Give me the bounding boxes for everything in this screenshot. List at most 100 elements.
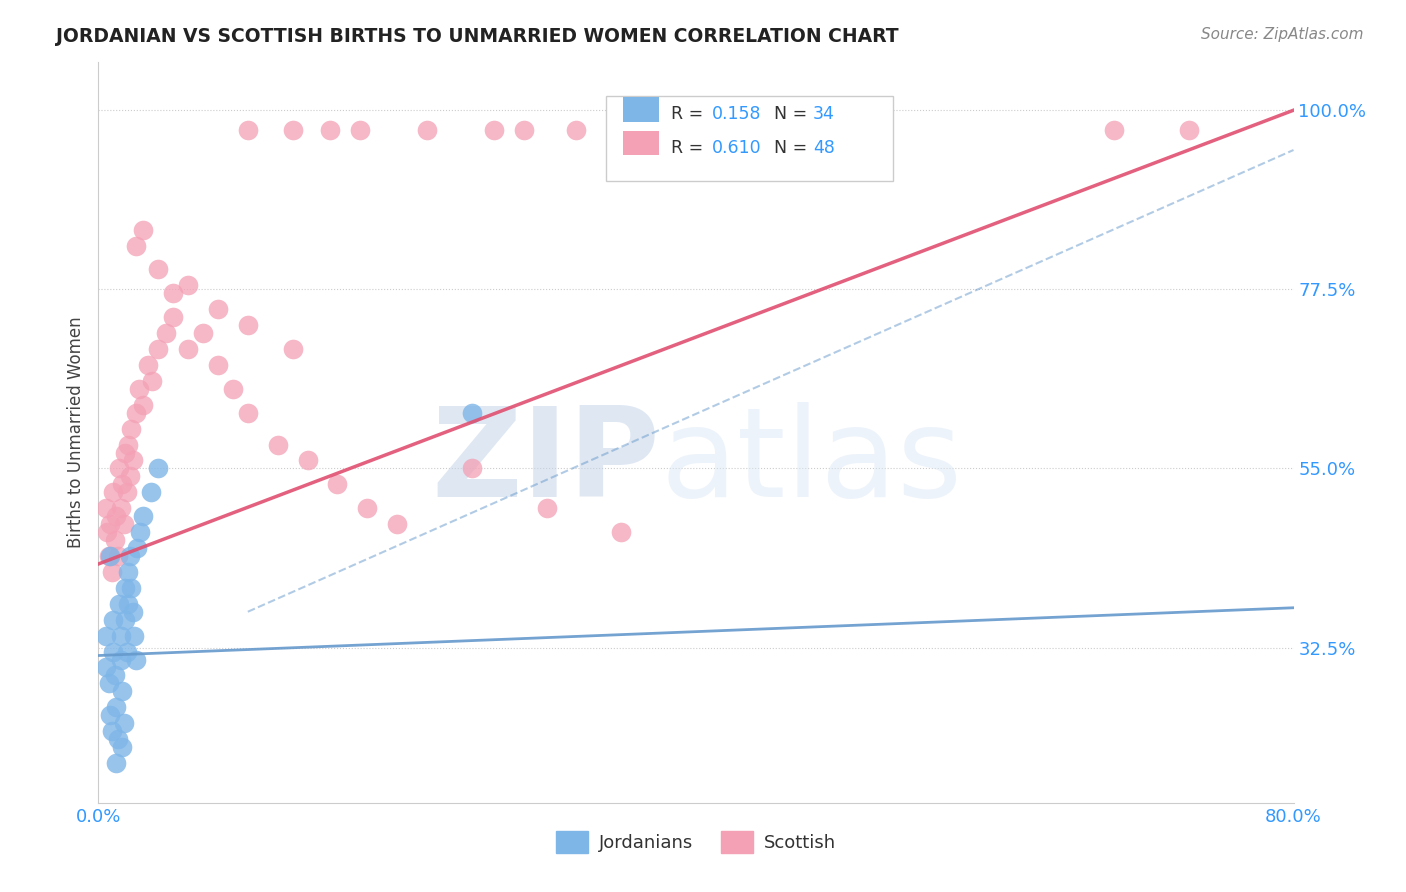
Point xyxy=(236,318,259,333)
Text: Source: ZipAtlas.com: Source: ZipAtlas.com xyxy=(1201,27,1364,42)
Point xyxy=(132,509,155,524)
Text: 48: 48 xyxy=(813,138,835,157)
Point xyxy=(162,310,184,325)
Text: JORDANIAN VS SCOTTISH BIRTHS TO UNMARRIED WOMEN CORRELATION CHART: JORDANIAN VS SCOTTISH BIRTHS TO UNMARRIE… xyxy=(56,27,898,45)
Point xyxy=(121,605,143,619)
Point xyxy=(162,286,184,301)
Point xyxy=(281,342,304,356)
Point xyxy=(297,453,319,467)
Point xyxy=(107,732,129,747)
Point xyxy=(125,652,148,666)
Point xyxy=(610,525,633,540)
Point xyxy=(94,629,117,643)
FancyBboxPatch shape xyxy=(606,95,893,181)
Point xyxy=(94,660,117,674)
Point xyxy=(108,461,131,475)
Point xyxy=(326,477,349,491)
Point xyxy=(101,724,124,739)
Point xyxy=(141,374,163,388)
Point xyxy=(236,406,259,420)
Point xyxy=(319,123,342,137)
Point xyxy=(267,437,290,451)
Point xyxy=(125,238,148,252)
Point xyxy=(461,406,484,420)
Point xyxy=(281,123,304,137)
Point xyxy=(610,123,633,137)
Point xyxy=(128,382,150,396)
Point xyxy=(132,222,155,236)
Point xyxy=(236,123,259,137)
Point xyxy=(177,342,200,356)
Text: N =: N = xyxy=(773,105,813,123)
Point xyxy=(107,549,129,563)
Point xyxy=(120,422,142,436)
Point xyxy=(103,485,125,500)
Point xyxy=(139,485,162,500)
Point xyxy=(124,629,146,643)
Point xyxy=(110,629,132,643)
Text: atlas: atlas xyxy=(661,401,962,523)
Point xyxy=(101,565,124,579)
Point xyxy=(105,700,128,714)
Text: R =: R = xyxy=(671,105,709,123)
Point xyxy=(121,453,143,467)
Bar xyxy=(623,97,659,121)
Point xyxy=(98,549,122,563)
Point xyxy=(349,123,371,137)
Point xyxy=(148,461,170,475)
Point xyxy=(129,525,152,540)
Point xyxy=(117,597,139,611)
Y-axis label: Births to Unmarried Women: Births to Unmarried Women xyxy=(66,317,84,549)
Point xyxy=(118,549,141,563)
Point xyxy=(117,437,139,451)
Bar xyxy=(623,130,659,155)
Text: R =: R = xyxy=(671,138,709,157)
Point xyxy=(111,477,134,491)
Point xyxy=(207,302,229,317)
Point xyxy=(112,716,135,731)
Point xyxy=(120,581,142,595)
Point xyxy=(125,406,148,420)
Legend: Jordanians, Scottish: Jordanians, Scottish xyxy=(548,824,844,861)
Point xyxy=(115,485,138,500)
Point xyxy=(103,613,125,627)
Point xyxy=(96,525,118,540)
Point xyxy=(356,501,378,516)
Point xyxy=(103,644,125,658)
Point xyxy=(114,445,136,459)
Point xyxy=(111,684,134,698)
Point xyxy=(97,676,120,690)
Point xyxy=(118,469,141,483)
Point xyxy=(111,740,134,755)
Point xyxy=(132,398,155,412)
Point xyxy=(110,652,132,666)
Point xyxy=(207,358,229,372)
Point xyxy=(177,278,200,293)
Point xyxy=(536,501,558,516)
Point xyxy=(385,517,409,532)
Point xyxy=(117,565,139,579)
Point xyxy=(461,461,484,475)
Point xyxy=(108,597,131,611)
Point xyxy=(98,517,122,532)
Point xyxy=(1104,123,1126,137)
Point xyxy=(136,358,159,372)
Point xyxy=(104,668,127,682)
Point xyxy=(513,123,536,137)
Point xyxy=(105,756,128,770)
Point xyxy=(98,708,122,723)
Text: N =: N = xyxy=(773,138,813,157)
Point xyxy=(191,326,214,340)
Point xyxy=(114,613,136,627)
Text: 0.610: 0.610 xyxy=(711,138,761,157)
Point xyxy=(105,509,128,524)
Point xyxy=(1178,123,1201,137)
Text: ZIP: ZIP xyxy=(432,401,661,523)
Point xyxy=(565,123,588,137)
Point xyxy=(110,501,132,516)
Point xyxy=(127,541,149,555)
Point xyxy=(416,123,439,137)
Point xyxy=(97,549,120,563)
Text: 0.158: 0.158 xyxy=(711,105,761,123)
Point xyxy=(484,123,506,137)
